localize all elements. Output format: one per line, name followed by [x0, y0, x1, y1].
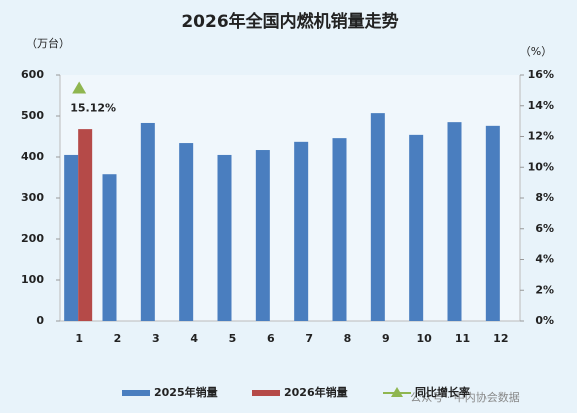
- data-label: 15.12%: [70, 102, 116, 115]
- legend-label: 2026年销量: [284, 385, 348, 399]
- x-tick-label: 7: [305, 332, 313, 345]
- x-tick-label: 9: [382, 332, 390, 345]
- x-tick-label: 12: [493, 332, 508, 345]
- bar: [255, 150, 270, 321]
- x-tick-label: 10: [417, 332, 433, 345]
- y2-tick-label: 6%: [535, 222, 554, 235]
- bar: [78, 129, 93, 321]
- x-tick-label: 1: [75, 332, 83, 345]
- bar: [332, 138, 347, 321]
- legend-label: 2025年销量: [154, 385, 218, 399]
- y2-tick-label: 12%: [528, 130, 554, 143]
- y2-tick-label: 0%: [535, 314, 554, 327]
- x-tick-label: 8: [344, 332, 352, 345]
- marker: [72, 81, 87, 94]
- bar: [370, 113, 385, 321]
- bar: [294, 141, 309, 321]
- bar: [179, 143, 194, 321]
- bar: [217, 154, 232, 321]
- y-tick-label: 300: [21, 191, 44, 204]
- plot-area: [60, 75, 520, 321]
- legend-label: 同比增长率: [415, 385, 470, 399]
- x-tick-label: 4: [190, 332, 198, 345]
- y2-tick-label: 14%: [528, 99, 554, 112]
- chart-title: 2026年全国内燃机销量走势: [181, 11, 398, 32]
- x-tick-label: 11: [455, 332, 470, 345]
- y-tick-label: 400: [21, 150, 44, 163]
- y-tick-label: 200: [21, 232, 44, 245]
- y2-tick-label: 2%: [535, 283, 554, 296]
- bar: [409, 134, 424, 321]
- y-tick-label: 600: [21, 68, 44, 81]
- y2-tick-label: 10%: [528, 160, 554, 173]
- x-tick-label: 6: [267, 332, 275, 345]
- y-tick-label: 100: [21, 273, 44, 286]
- legend-swatch: [122, 390, 150, 396]
- bar: [64, 154, 79, 321]
- bar: [447, 122, 462, 322]
- x-tick-label: 2: [114, 332, 122, 345]
- bar: [140, 122, 155, 321]
- legend-marker: [391, 387, 403, 397]
- bar: [102, 174, 117, 321]
- legend-swatch: [252, 390, 280, 396]
- y-tick-label: 0: [36, 314, 44, 327]
- y2-axis-unit: （%）: [520, 45, 552, 58]
- x-tick-label: 5: [229, 332, 237, 345]
- y2-tick-label: 16%: [528, 68, 554, 81]
- bar: [485, 125, 500, 321]
- y-tick-label: 500: [21, 109, 44, 122]
- watermark: 公众号 · 中内协会数据: [410, 390, 520, 404]
- y2-tick-label: 8%: [535, 191, 554, 204]
- y2-tick-label: 4%: [535, 253, 554, 266]
- y-axis-unit: （万台）: [26, 36, 70, 50]
- x-tick-label: 3: [152, 332, 160, 345]
